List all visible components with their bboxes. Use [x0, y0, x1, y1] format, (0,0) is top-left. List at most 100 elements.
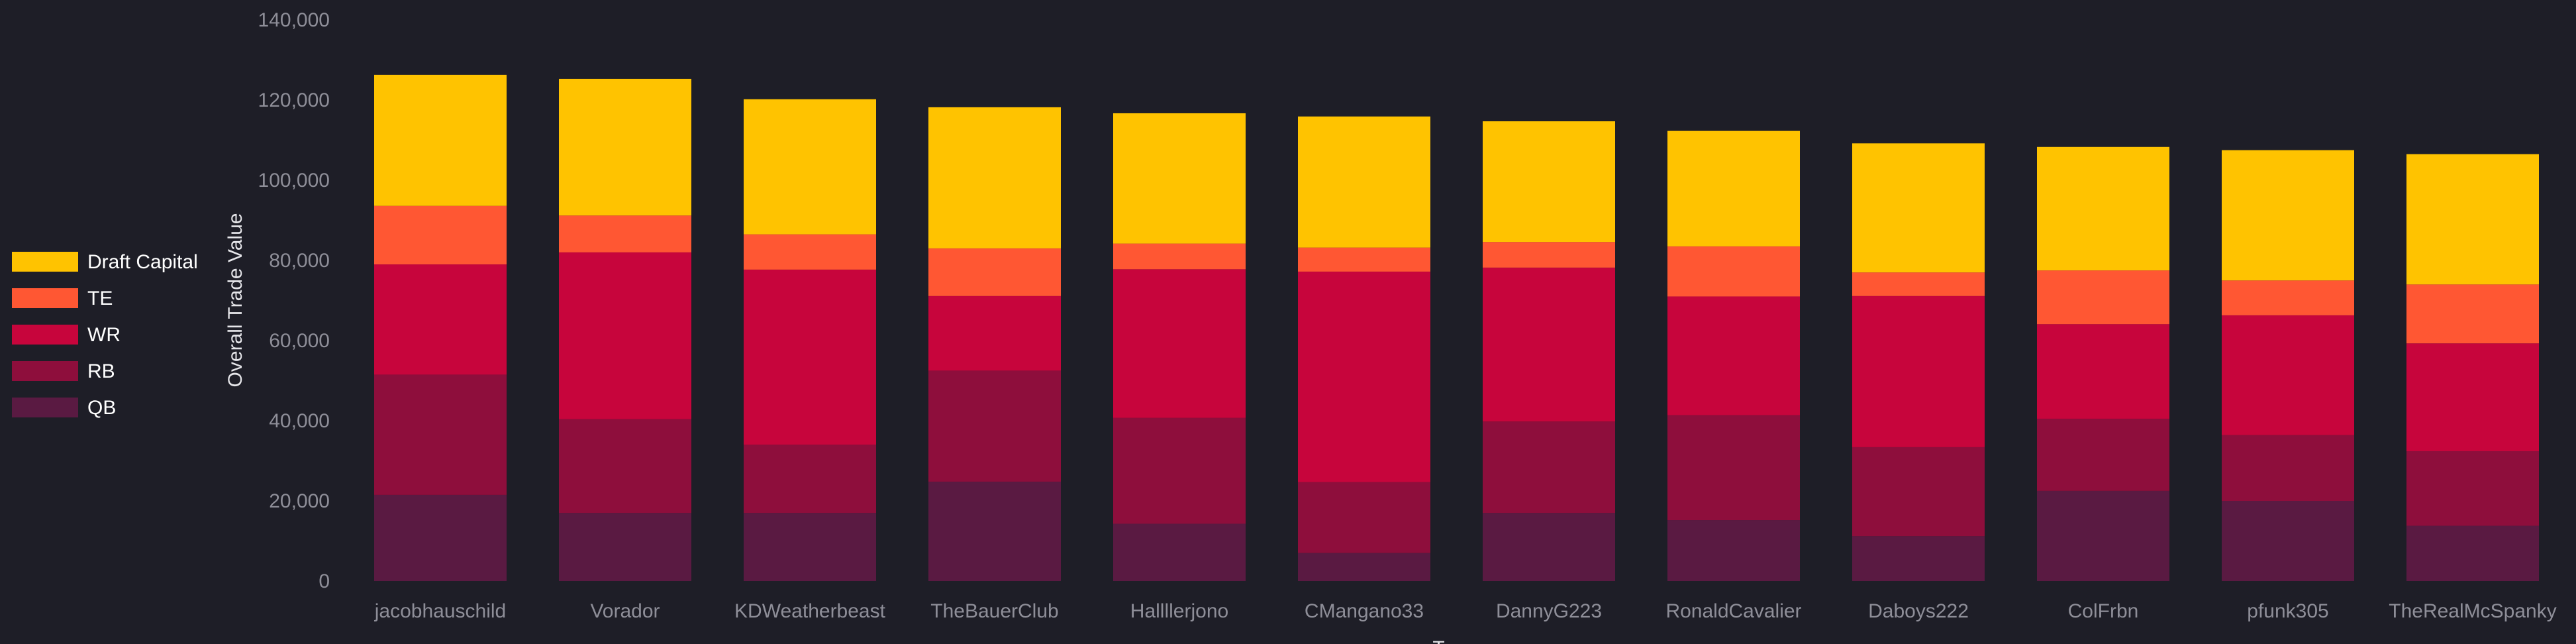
bar-segment-qb-hallllerjono — [1113, 523, 1246, 581]
legend-swatch — [12, 361, 78, 381]
bar-group-vorador — [559, 78, 691, 581]
bar-segment-te-thebauerclub — [928, 248, 1061, 296]
bar-segment-te-pfunk305 — [2222, 280, 2354, 315]
x-tick-label: Hallllerjono — [1130, 600, 1228, 622]
bar-segment-qb-jacobhauschild — [374, 494, 507, 581]
y-tick-label: 100,000 — [258, 170, 330, 191]
bar-segment-draft-capital-therealmcspanky — [2406, 154, 2539, 285]
x-axis-title: Team — [1432, 637, 1481, 644]
y-axis-title: Overall Trade Value — [224, 213, 246, 388]
bar-segment-rb-therealmcspanky — [2406, 451, 2539, 526]
bar-segment-wr-colfrbn — [2037, 324, 2169, 419]
legend-label: WR — [87, 324, 121, 346]
bar-group-colfrbn — [2037, 146, 2169, 581]
bar-group-hallllerjono — [1113, 113, 1246, 581]
x-tick-label: Vorador — [590, 600, 660, 622]
x-tick-label: TheBauerClub — [930, 600, 1058, 622]
legend-item-rb: RB — [12, 360, 115, 382]
bar-group-thebauerclub — [928, 107, 1061, 581]
legend-swatch — [12, 325, 78, 345]
x-tick-label: pfunk305 — [2247, 600, 2328, 622]
bar-segment-rb-kdweatherbeast — [744, 445, 876, 513]
legend-item-te: TE — [12, 288, 113, 309]
bar-segment-qb-dannyg223 — [1483, 513, 1615, 581]
bar-segment-te-kdweatherbeast — [744, 234, 876, 270]
bar-segment-rb-jacobhauschild — [374, 374, 507, 495]
y-tick-label: 40,000 — [269, 410, 330, 432]
bar-segment-draft-capital-dannyg223 — [1483, 121, 1615, 242]
x-tick-label: RonaldCavalier — [1665, 600, 1801, 622]
bar-segment-draft-capital-hallllerjono — [1113, 113, 1246, 244]
bar-segment-te-daboys222 — [1852, 272, 1985, 296]
bar-segment-te-cmangano33 — [1298, 247, 1430, 272]
legend: Draft Capital TE WR RB QB — [12, 251, 198, 419]
legend-label: RB — [87, 360, 115, 382]
bar-group-therealmcspanky — [2406, 154, 2539, 581]
bar-segment-rb-daboys222 — [1852, 447, 1985, 537]
y-tick-label: 140,000 — [258, 9, 330, 31]
bar-segment-rb-hallllerjono — [1113, 417, 1246, 524]
bar-segment-wr-daboys222 — [1852, 295, 1985, 447]
bar-segment-qb-cmangano33 — [1298, 553, 1430, 581]
bar-segment-qb-kdweatherbeast — [744, 513, 876, 581]
bar-segment-wr-cmangano33 — [1298, 271, 1430, 482]
bar-segment-te-ronaldcavalier — [1667, 246, 1800, 297]
x-tick-label: jacobhauschild — [374, 600, 506, 622]
x-tick-label: CMangano33 — [1305, 600, 1424, 622]
bar-segment-rb-pfunk305 — [2222, 435, 2354, 501]
bar-segment-qb-ronaldcavalier — [1667, 520, 1800, 581]
bar-group-ronaldcavalier — [1667, 131, 1800, 581]
bar-group-pfunk305 — [2222, 150, 2354, 581]
legend-label: TE — [87, 288, 113, 309]
bar-segment-rb-cmangano33 — [1298, 482, 1430, 553]
bar-segment-qb-daboys222 — [1852, 536, 1985, 581]
bar-segment-wr-thebauerclub — [928, 295, 1061, 371]
y-axis: 0 20,000 40,000 60,000 80,000 100,000 120,000 1… — [258, 9, 330, 592]
bars — [374, 74, 2539, 581]
bar-segment-wr-dannyg223 — [1483, 267, 1615, 422]
legend-item-wr: WR — [12, 324, 121, 346]
bar-segment-qb-pfunk305 — [2222, 501, 2354, 581]
legend-item-draft-capital: Draft Capital — [12, 251, 198, 273]
legend-label: QB — [87, 397, 116, 419]
bar-segment-wr-ronaldcavalier — [1667, 296, 1800, 415]
bar-segment-draft-capital-jacobhauschild — [374, 74, 507, 206]
x-tick-label: KDWeatherbeast — [734, 600, 886, 622]
x-tick-label: ColFrbn — [2068, 600, 2139, 622]
legend-swatch — [12, 252, 78, 272]
bar-segment-draft-capital-ronaldcavalier — [1667, 131, 1800, 246]
bar-segment-te-colfrbn — [2037, 270, 2169, 325]
bar-segment-draft-capital-cmangano33 — [1298, 116, 1430, 248]
bar-group-kdweatherbeast — [744, 99, 876, 581]
bar-segment-rb-thebauerclub — [928, 370, 1061, 482]
bar-segment-wr-hallllerjono — [1113, 269, 1246, 418]
bar-segment-wr-jacobhauschild — [374, 264, 507, 375]
x-tick-label: DannyG223 — [1496, 600, 1602, 622]
bar-group-daboys222 — [1852, 143, 1985, 581]
legend-label: Draft Capital — [87, 251, 198, 273]
bar-segment-rb-vorador — [559, 419, 691, 513]
y-tick-label: 20,000 — [269, 490, 330, 512]
bar-segment-wr-vorador — [559, 252, 691, 419]
bar-segment-te-vorador — [559, 215, 691, 252]
bar-segment-draft-capital-colfrbn — [2037, 146, 2169, 271]
legend-swatch — [12, 288, 78, 308]
bar-segment-qb-vorador — [559, 513, 691, 581]
bar-segment-draft-capital-vorador — [559, 78, 691, 216]
y-tick-label: 0 — [319, 570, 330, 592]
bar-segment-draft-capital-daboys222 — [1852, 143, 1985, 273]
bar-segment-wr-kdweatherbeast — [744, 269, 876, 445]
bar-segment-te-jacobhauschild — [374, 205, 507, 265]
x-axis: jacobhauschild Vorador KDWeatherbeast TheBa… — [374, 600, 2557, 622]
bar-group-cmangano33 — [1298, 116, 1430, 581]
legend-swatch — [12, 398, 78, 417]
bar-segment-qb-therealmcspanky — [2406, 525, 2539, 581]
legend-item-qb: QB — [12, 397, 116, 419]
bar-segment-te-dannyg223 — [1483, 242, 1615, 268]
bar-segment-rb-ronaldcavalier — [1667, 415, 1800, 521]
bar-segment-qb-colfrbn — [2037, 490, 2169, 581]
x-tick-label: Daboys222 — [1868, 600, 1969, 622]
bar-segment-draft-capital-pfunk305 — [2222, 150, 2354, 281]
y-tick-label: 60,000 — [269, 330, 330, 352]
